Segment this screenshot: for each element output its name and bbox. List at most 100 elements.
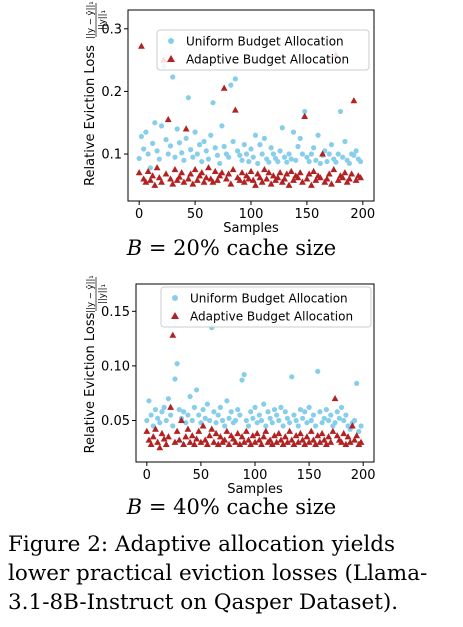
uniform-point	[304, 420, 310, 426]
adaptive-point	[339, 174, 347, 181]
adaptive-point	[247, 167, 255, 175]
adaptive-point	[212, 429, 220, 437]
uniform-point	[204, 401, 210, 407]
uniform-point	[250, 415, 256, 421]
uniform-point	[310, 412, 317, 418]
uniform-point	[172, 154, 178, 160]
adaptive-point	[242, 427, 250, 434]
adaptive-point	[187, 170, 195, 177]
uniform-point	[205, 156, 212, 162]
adaptive-point	[156, 444, 164, 451]
uniform-point	[196, 142, 203, 148]
adaptive-point	[240, 178, 248, 185]
adaptive-point	[251, 438, 259, 445]
uniform-point	[212, 145, 218, 151]
x-tick-label: 200	[351, 468, 376, 483]
adaptive-point	[263, 175, 271, 182]
adaptive-point	[182, 125, 190, 132]
adaptive-point	[266, 436, 274, 443]
adaptive-point	[216, 433, 224, 440]
uniform-point	[136, 155, 142, 162]
uniform-point	[147, 165, 153, 171]
adaptive-point	[211, 167, 219, 175]
uniform-point	[277, 148, 283, 154]
adaptive-point	[203, 440, 211, 448]
adaptive-point	[281, 433, 289, 440]
uniform-point	[189, 417, 195, 424]
adaptive-point	[278, 178, 286, 185]
uniform-point	[226, 415, 232, 421]
uniform-point	[196, 412, 202, 418]
adaptive-point	[236, 176, 244, 183]
uniform-point	[319, 420, 325, 426]
uniform-point	[145, 151, 151, 157]
uniform-point	[275, 158, 281, 165]
uniform-point	[176, 406, 182, 413]
uniform-point	[351, 152, 357, 158]
adaptive-point	[223, 427, 231, 434]
adaptive-point	[202, 174, 210, 181]
legend-adaptive-marker	[167, 55, 175, 62]
adaptive-point	[351, 436, 358, 443]
x-axis-label: Samples	[227, 482, 283, 497]
adaptive-point	[200, 178, 208, 185]
adaptive-point	[258, 178, 266, 185]
adaptive-point	[221, 436, 229, 443]
adaptive-point	[329, 427, 337, 434]
adaptive-point	[273, 438, 281, 445]
uniform-point	[338, 404, 345, 410]
uniform-point	[230, 138, 236, 145]
uniform-point	[215, 412, 221, 418]
x-tick-label: 150	[297, 468, 322, 483]
uniform-point	[302, 409, 308, 415]
adaptive-point	[191, 165, 199, 173]
adaptive-point	[182, 433, 190, 440]
uniform-point	[138, 133, 145, 140]
adaptive-point	[162, 170, 170, 177]
uniform-point	[192, 129, 198, 135]
y-tick-label: 0.10	[101, 359, 130, 374]
adaptive-point	[252, 181, 259, 188]
uniform-point	[269, 420, 275, 426]
adaptive-point	[255, 436, 263, 443]
adaptive-point	[249, 432, 257, 439]
adaptive-point	[328, 180, 335, 187]
y-axis-label: Relative Eviction Loss	[83, 312, 98, 453]
adaptive-point	[193, 435, 200, 442]
uniform-point	[185, 95, 191, 101]
uniform-point	[257, 142, 263, 148]
sub-caption-b40: B = 40% cache size	[0, 495, 463, 519]
uniform-point	[243, 417, 249, 424]
adaptive-point	[330, 165, 338, 173]
uniform-point	[213, 420, 219, 426]
uniform-point	[265, 409, 271, 415]
uniform-point	[326, 151, 332, 157]
adaptive-point	[208, 425, 216, 432]
uniform-point	[346, 160, 352, 167]
uniform-point	[163, 137, 169, 143]
adaptive-point	[318, 429, 326, 437]
uniform-point	[340, 154, 346, 160]
uniform-point	[280, 423, 286, 429]
adaptive-point	[149, 433, 157, 440]
uniform-point	[291, 412, 297, 418]
uniform-point	[286, 151, 292, 157]
y-tick-label: 0.2	[101, 85, 122, 100]
adaptive-point	[303, 433, 311, 440]
adaptive-point	[164, 115, 172, 123]
uniform-point	[168, 412, 174, 418]
uniform-point	[234, 148, 241, 154]
adaptive-point	[258, 440, 265, 448]
adaptive-point	[312, 176, 320, 183]
adaptive-point	[167, 403, 175, 410]
sub-caption-b20: B = 20% cache size	[0, 236, 463, 260]
adaptive-point	[261, 165, 268, 173]
adaptive-point	[173, 176, 181, 183]
uniform-point	[174, 361, 180, 367]
adaptive-point	[186, 438, 194, 445]
adaptive-point	[321, 178, 329, 185]
uniform-point	[214, 152, 221, 158]
adaptive-point	[343, 178, 351, 185]
uniform-point	[170, 74, 176, 80]
uniform-point	[341, 417, 347, 424]
